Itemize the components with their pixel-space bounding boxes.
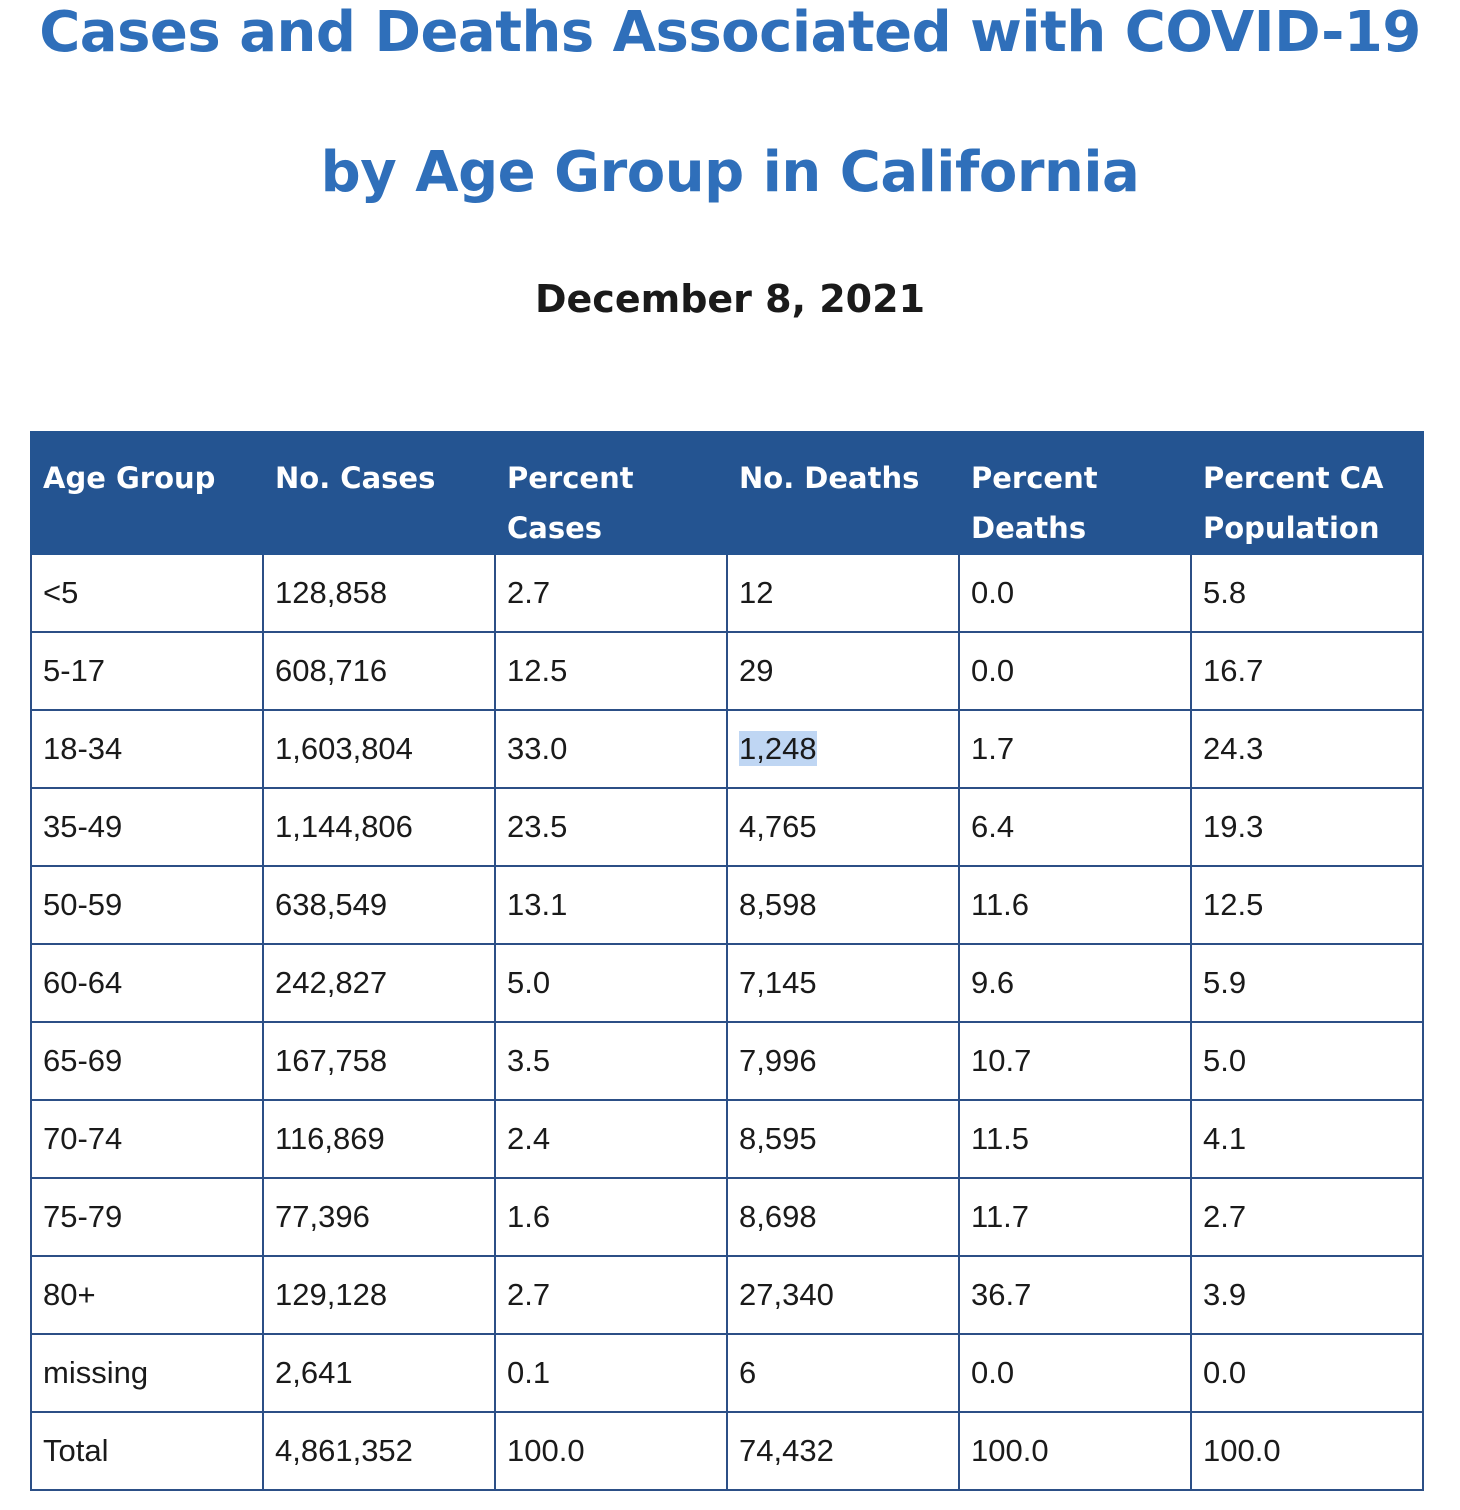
cell-percent-deaths: 0.0 (958, 631, 1192, 711)
cell-percent-cases: 2.7 (494, 553, 728, 633)
page-title-line-1: Cases and Deaths Associated with COVID-1… (39, 0, 1421, 65)
cell-no-deaths: 27,340 (726, 1255, 960, 1335)
cell-percent-cases: 2.7 (494, 1255, 728, 1335)
cell-percent-cases: 100.0 (494, 1411, 728, 1491)
cell-percent-deaths: 11.7 (958, 1177, 1192, 1257)
cell-percent-cases: 0.1 (494, 1333, 728, 1413)
cell-percent-cases: 2.4 (494, 1099, 728, 1179)
cell-no-cases: 638,549 (262, 865, 496, 945)
table-row: 35-49 1,144,806 23.5 4,765 6.4 19.3 (30, 787, 1424, 867)
cell-no-deaths: 6 (726, 1333, 960, 1413)
cell-no-deaths: 7,145 (726, 943, 960, 1023)
cell-percent-deaths: 11.6 (958, 865, 1192, 945)
cell-no-cases: 2,641 (262, 1333, 496, 1413)
cell-percent-cases: 23.5 (494, 787, 728, 867)
table-row: <5 128,858 2.7 12 0.0 5.8 (30, 553, 1424, 633)
cell-age-group: 5-17 (30, 631, 264, 711)
cell-age-group: 80+ (30, 1255, 264, 1335)
cell-percent-deaths: 6.4 (958, 787, 1192, 867)
cell-percent-cases: 1.6 (494, 1177, 728, 1257)
header-percent-deaths: Percent Deaths (958, 431, 1192, 555)
cell-age-group: 35-49 (30, 787, 264, 867)
cell-percent-cases: 33.0 (494, 709, 728, 789)
cell-percent-deaths: 36.7 (958, 1255, 1192, 1335)
table-row: 50-59 638,549 13.1 8,598 11.6 12.5 (30, 865, 1424, 945)
cell-percent-population: 5.9 (1190, 943, 1424, 1023)
header-percent-cases: Percent Cases (494, 431, 728, 555)
cell-percent-population: 5.0 (1190, 1021, 1424, 1101)
cell-no-deaths: 29 (726, 631, 960, 711)
cell-no-deaths: 74,432 (726, 1411, 960, 1491)
cell-no-deaths: 8,698 (726, 1177, 960, 1257)
cell-no-cases: 128,858 (262, 553, 496, 633)
cell-percent-deaths: 100.0 (958, 1411, 1192, 1491)
cell-no-deaths: 8,595 (726, 1099, 960, 1179)
cell-no-cases: 77,396 (262, 1177, 496, 1257)
table-row: 5-17 608,716 12.5 29 0.0 16.7 (30, 631, 1424, 711)
header-no-cases: No. Cases (262, 431, 496, 555)
table-row: 75-79 77,396 1.6 8,698 11.7 2.7 (30, 1177, 1424, 1257)
cell-age-group: Total (30, 1411, 264, 1491)
cell-no-cases: 608,716 (262, 631, 496, 711)
cell-no-deaths: 4,765 (726, 787, 960, 867)
cell-percent-population: 24.3 (1190, 709, 1424, 789)
cell-percent-deaths: 1.7 (958, 709, 1192, 789)
table-row: 65-69 167,758 3.5 7,996 10.7 5.0 (30, 1021, 1424, 1101)
cell-percent-population: 16.7 (1190, 631, 1424, 711)
table-row-total: Total 4,861,352 100.0 74,432 100.0 100.0 (30, 1411, 1424, 1491)
cell-percent-population: 2.7 (1190, 1177, 1424, 1257)
cell-no-deaths: 12 (726, 553, 960, 633)
report-date: December 8, 2021 (534, 277, 926, 321)
cell-percent-cases: 13.1 (494, 865, 728, 945)
cell-percent-population: 0.0 (1190, 1333, 1424, 1413)
cell-percent-population: 12.5 (1190, 865, 1424, 945)
cell-percent-deaths: 0.0 (958, 553, 1192, 633)
cell-age-group: 60-64 (30, 943, 264, 1023)
cell-no-deaths: 7,996 (726, 1021, 960, 1101)
cell-age-group: 65-69 (30, 1021, 264, 1101)
cell-percent-deaths: 10.7 (958, 1021, 1192, 1101)
cell-no-cases: 4,861,352 (262, 1411, 496, 1491)
cell-percent-cases: 12.5 (494, 631, 728, 711)
covid-age-table: Age Group No. Cases Percent Cases No. Dea… (30, 431, 1424, 1491)
page-title-line-2: by Age Group in California (320, 140, 1140, 205)
cell-percent-population: 5.8 (1190, 553, 1424, 633)
cell-age-group: 75-79 (30, 1177, 264, 1257)
cell-no-cases: 1,603,804 (262, 709, 496, 789)
cell-percent-population: 100.0 (1190, 1411, 1424, 1491)
cell-no-deaths: 8,598 (726, 865, 960, 945)
cell-no-cases: 116,869 (262, 1099, 496, 1179)
cell-no-cases: 242,827 (262, 943, 496, 1023)
cell-percent-cases: 5.0 (494, 943, 728, 1023)
header-no-deaths: No. Deaths (726, 431, 960, 555)
table-row: 70-74 116,869 2.4 8,595 11.5 4.1 (30, 1099, 1424, 1179)
cell-no-deaths: 1,248 (726, 709, 960, 789)
cell-age-group: 50-59 (30, 865, 264, 945)
table-row: 18-34 1,603,804 33.0 1,248 1.7 24.3 (30, 709, 1424, 789)
header-age-group: Age Group (30, 431, 264, 555)
header-percent-ca-population: Percent CA Population (1190, 431, 1424, 555)
cell-age-group: 18-34 (30, 709, 264, 789)
cell-no-cases: 1,144,806 (262, 787, 496, 867)
cell-percent-population: 19.3 (1190, 787, 1424, 867)
cell-no-cases: 129,128 (262, 1255, 496, 1335)
cell-age-group: 70-74 (30, 1099, 264, 1179)
cell-age-group: <5 (30, 553, 264, 633)
table-row: 80+ 129,128 2.7 27,340 36.7 3.9 (30, 1255, 1424, 1335)
table-row: missing 2,641 0.1 6 0.0 0.0 (30, 1333, 1424, 1413)
cell-percent-deaths: 0.0 (958, 1333, 1192, 1413)
table-header-row: Age Group No. Cases Percent Cases No. Dea… (30, 431, 1424, 555)
cell-percent-population: 4.1 (1190, 1099, 1424, 1179)
cell-age-group: missing (30, 1333, 264, 1413)
cell-no-cases: 167,758 (262, 1021, 496, 1101)
cell-percent-population: 3.9 (1190, 1255, 1424, 1335)
cell-percent-deaths: 9.6 (958, 943, 1192, 1023)
table-row: 60-64 242,827 5.0 7,145 9.6 5.9 (30, 943, 1424, 1023)
selected-text[interactable]: 1,248 (739, 731, 817, 766)
cell-percent-cases: 3.5 (494, 1021, 728, 1101)
cell-percent-deaths: 11.5 (958, 1099, 1192, 1179)
